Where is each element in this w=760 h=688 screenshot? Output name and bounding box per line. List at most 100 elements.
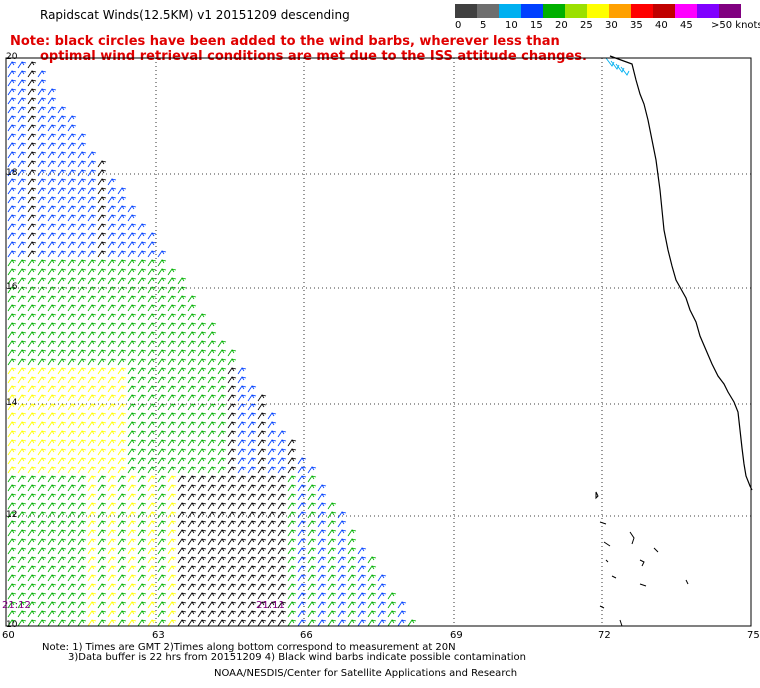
wind-barb [87,286,97,294]
wind-barb [257,520,267,528]
longitude-label: 60 [2,630,15,641]
wind-barb [237,502,247,510]
wind-barb [17,142,27,150]
wind-barb [37,367,47,375]
wind-barb [107,358,117,366]
wind-barb [167,295,177,303]
wind-barb [117,610,127,618]
wind-barb [357,574,367,582]
wind-barb [177,511,187,519]
wind-barb [37,439,47,447]
wind-barb [47,142,57,150]
wind-barb [177,574,187,582]
wind-barb [357,592,367,600]
wind-barb [247,583,257,591]
wind-barb [77,133,87,141]
wind-barb [97,286,107,294]
wind-barb [287,457,297,465]
wind-barb [57,448,67,456]
wind-barb [157,403,167,411]
wind-barb [237,412,247,420]
wind-barb [17,151,27,159]
wind-barb [337,601,347,609]
wind-barb [87,331,97,339]
wind-barb [17,70,27,78]
wind-barb [207,430,217,438]
wind-barb [27,115,37,123]
wind-barb [107,214,117,222]
wind-barb [7,520,17,528]
wind-barb [17,547,27,555]
wind-barb [307,484,317,492]
legend-label: 10 [505,20,518,31]
wind-barb [277,592,287,600]
wind-barb [137,295,147,303]
wind-barb [187,340,197,348]
wind-barb [217,376,227,384]
wind-barb [117,205,127,213]
wind-barb [77,385,87,393]
wind-barb [87,538,97,546]
wind-barb [387,619,397,627]
wind-barb [17,556,27,564]
wind-barb [47,394,57,402]
wind-barb [67,169,77,177]
wind-barb [137,403,147,411]
wind-barb [287,439,297,447]
wind-barb [17,61,27,69]
wind-barb [97,421,107,429]
wind-barb [17,358,27,366]
wind-barb [17,376,27,384]
wind-barb [137,331,147,339]
wind-barb [117,583,127,591]
wind-barb [237,583,247,591]
wind-barb [147,277,157,285]
wind-barb [107,421,117,429]
wind-barb [217,547,227,555]
wind-barb [197,322,207,330]
wind-barb [87,232,97,240]
wind-barb [97,160,107,168]
wind-barb [97,448,107,456]
wind-barb [127,340,137,348]
wind-barb [177,547,187,555]
wind-barb [97,349,107,357]
wind-barb [157,322,167,330]
wind-barb [207,601,217,609]
wind-barb [307,565,317,573]
wind-barb [347,619,357,627]
wind-barb [57,457,67,465]
wind-barb [27,439,37,447]
wind-barb [47,511,57,519]
wind-barb [267,565,277,573]
wind-barb [307,502,317,510]
wind-barb [127,574,137,582]
wind-barb [207,358,217,366]
wind-barb [27,565,37,573]
wind-barb [277,529,287,537]
wind-barb [57,610,67,618]
wind-barb [117,466,127,474]
wind-barb [137,241,147,249]
wind-barb [337,520,347,528]
wind-barb [615,63,625,73]
wind-barb [157,475,167,483]
wind-barb [87,214,97,222]
wind-barb [167,367,177,375]
wind-barb [147,250,157,258]
wind-barb [317,520,327,528]
wind-barb [7,358,17,366]
wind-barb [327,502,337,510]
wind-barb [277,619,287,627]
graticule [6,58,751,626]
wind-barb [267,502,277,510]
wind-barb [127,268,137,276]
wind-barb [77,394,87,402]
wind-barb [227,556,237,564]
wind-barb [7,286,17,294]
wind-barb [127,448,137,456]
wind-barb [107,457,117,465]
wind-barb [267,448,277,456]
wind-barb [297,619,307,627]
wind-barb [17,241,27,249]
